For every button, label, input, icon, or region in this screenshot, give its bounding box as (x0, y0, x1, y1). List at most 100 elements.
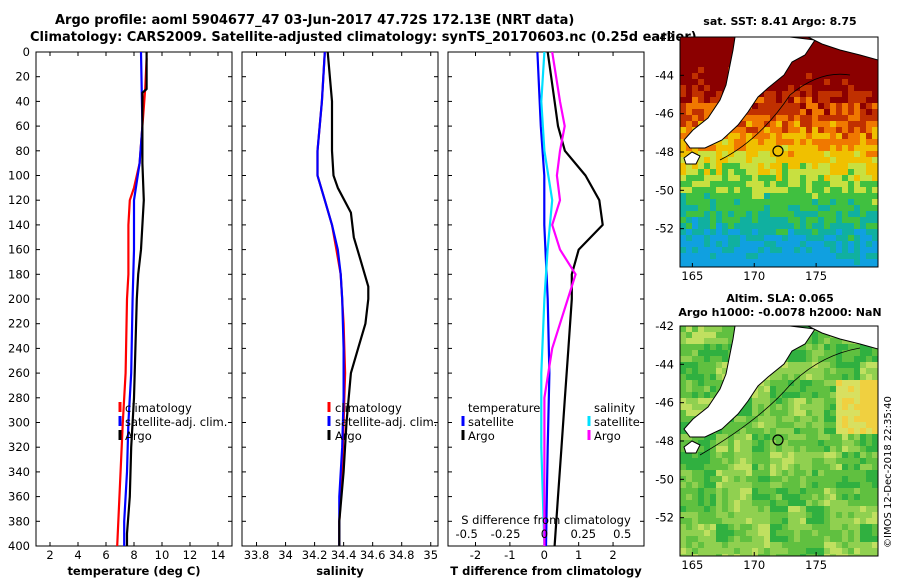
sst-cell (692, 187, 698, 193)
sla-cell (716, 386, 722, 392)
sst-cell (824, 97, 830, 103)
sla-cell (812, 392, 818, 398)
sla-cell (746, 488, 752, 494)
sst-cell (728, 271, 734, 277)
sla-cell (800, 434, 806, 440)
sla-cell (686, 398, 692, 404)
north-island-land (807, 326, 878, 350)
sla-cell (794, 440, 800, 446)
sst-cell (728, 133, 734, 139)
sla-cell (860, 512, 866, 518)
sst-cell (872, 271, 878, 277)
sla-cell (854, 500, 860, 506)
map-lat-label: -48 (655, 145, 674, 159)
sla-cell (704, 476, 710, 482)
sla-cell (746, 554, 752, 556)
sst-cell (824, 145, 830, 151)
sla-cell (836, 560, 842, 566)
sla-cell (716, 512, 722, 518)
sla-cell (734, 542, 740, 548)
sst-cell (878, 241, 884, 247)
sla-cell (836, 494, 842, 500)
sst-cell (758, 139, 764, 145)
sla-cell (860, 464, 866, 470)
sst-cell (812, 253, 818, 259)
sst-cell (722, 241, 728, 247)
sla-cell (758, 458, 764, 464)
sla-cell (788, 452, 794, 458)
sst-cell (746, 163, 752, 169)
sla-cell (680, 422, 686, 428)
sla-cell (752, 494, 758, 500)
sst-cell (860, 187, 866, 193)
sst-cell (764, 157, 770, 163)
sla-cell (776, 482, 782, 488)
sla-cell (722, 362, 728, 368)
sst-cell (680, 265, 686, 267)
sla-cell (776, 470, 782, 476)
sla-cell (698, 500, 704, 506)
sla-cell (698, 512, 704, 518)
sla-cell (830, 560, 836, 566)
sst-cell (698, 109, 704, 115)
sst-cell (704, 103, 710, 109)
sst-cell (806, 91, 812, 97)
sla-cell (680, 494, 686, 500)
sst-cell (746, 169, 752, 175)
sst-cell (722, 265, 728, 267)
sst-cell (860, 73, 866, 79)
sla-cell (734, 554, 740, 556)
sst-cell (818, 229, 824, 235)
sst-cell (830, 205, 836, 211)
sst-cell (824, 139, 830, 145)
sla-cell (686, 470, 692, 476)
sst-cell (866, 187, 872, 193)
sla-cell (680, 344, 686, 350)
sla-cell (860, 392, 866, 398)
sst-cell (842, 115, 848, 121)
sla-cell (728, 458, 734, 464)
sst-cell (758, 217, 764, 223)
sst-cell (830, 97, 836, 103)
sst-cell (806, 55, 812, 61)
sst-cell (866, 175, 872, 181)
sla-cell (848, 434, 854, 440)
sla-cell (710, 362, 716, 368)
sla-cell (680, 452, 686, 458)
sst-cell (704, 229, 710, 235)
sla-cell (734, 470, 740, 476)
sst-cell (758, 151, 764, 157)
sla-cell (800, 374, 806, 380)
sla-cell (728, 500, 734, 506)
sla-cell (752, 500, 758, 506)
sst-cell (794, 139, 800, 145)
sla-cell (722, 494, 728, 500)
sst-cell (752, 127, 758, 133)
sla-cell (782, 518, 788, 524)
sst-cell (680, 169, 686, 175)
sla-cell (698, 452, 704, 458)
sst-cell (692, 61, 698, 67)
sst-cell (836, 259, 842, 265)
sla-cell (728, 422, 734, 428)
sla-cell (686, 518, 692, 524)
sst-cell (830, 241, 836, 247)
sst-cell (728, 187, 734, 193)
sla-cell (686, 506, 692, 512)
sst-cell (692, 223, 698, 229)
sla-cell (680, 512, 686, 518)
sst-cell (764, 103, 770, 109)
sla-cell (860, 422, 866, 428)
sst-cell (710, 181, 716, 187)
sla-cell (860, 500, 866, 506)
sla-cell (788, 398, 794, 404)
sst-cell (818, 235, 824, 241)
sla-cell (788, 416, 794, 422)
sst-cell (710, 73, 716, 79)
sla-cell (782, 482, 788, 488)
sst-cell (806, 265, 812, 267)
sla-cell (854, 392, 860, 398)
sla-cell (770, 494, 776, 500)
sla-cell (752, 542, 758, 548)
sla-cell (692, 488, 698, 494)
